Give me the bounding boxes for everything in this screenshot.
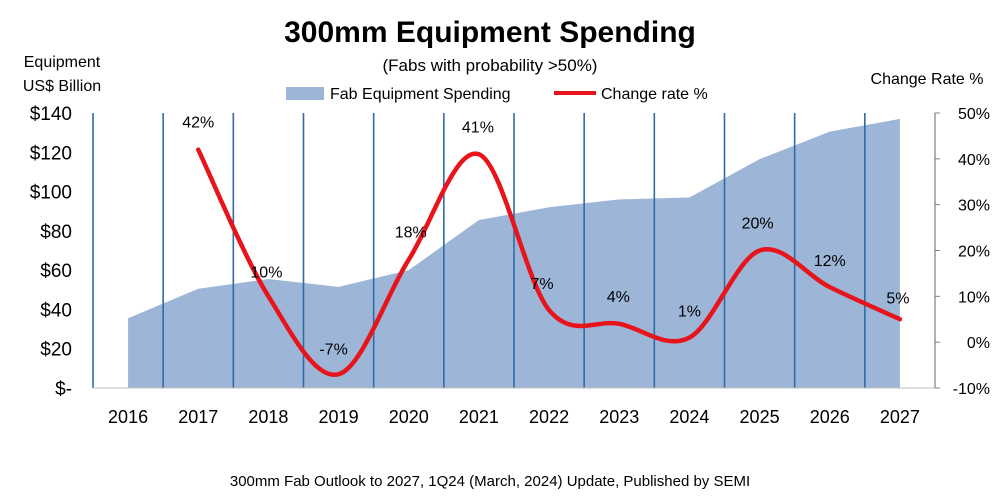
data-label-change-rate: 18% [395, 225, 427, 242]
chart-footer: 300mm Fab Outlook to 2027, 1Q24 (March, … [230, 473, 750, 490]
left-tick-label: $140 [30, 104, 72, 125]
left-tick-label: $40 [40, 300, 72, 321]
x-tick-label: 2016 [108, 407, 148, 427]
right-axis-title: Change Rate % [871, 71, 984, 88]
right-tick-label: 10% [958, 289, 990, 306]
line-change-rate [196, 147, 903, 377]
x-tick-label: 2020 [389, 407, 429, 427]
x-tick-label: 2024 [669, 407, 709, 427]
x-tick-label: 2017 [178, 407, 218, 427]
data-label-change-rate: 5% [886, 290, 909, 307]
right-tick-label: 40% [958, 152, 990, 169]
right-tick-label: 30% [958, 198, 990, 215]
x-tick-label: 2019 [319, 407, 359, 427]
legend-label-area: Fab Equipment Spending [330, 86, 511, 103]
left-tick-label: $80 [40, 222, 72, 243]
left-axis-title-line1: Equipment [24, 54, 101, 71]
right-tick-label: -10% [953, 381, 990, 398]
x-tick-label: 2026 [810, 407, 850, 427]
left-tick-label: $120 [30, 143, 72, 164]
left-tick-label: $- [55, 379, 72, 400]
data-label-change-rate: 7% [531, 276, 554, 293]
chart-subtitle: (Fabs with probability >50%) [383, 56, 598, 75]
data-label-change-rate: 20% [742, 216, 774, 233]
data-label-change-rate: 4% [607, 289, 630, 306]
right-tick-label: 50% [958, 106, 990, 123]
x-tick-label: 2025 [740, 407, 780, 427]
data-label-change-rate: 42% [182, 115, 214, 132]
data-label-change-rate: 10% [250, 264, 282, 281]
data-label-change-rate: 41% [462, 119, 494, 136]
legend-label-line: Change rate % [601, 86, 708, 103]
left-tick-label: $100 [30, 183, 72, 204]
data-label-change-rate: -7% [319, 341, 347, 358]
legend: Fab Equipment Spending Change rate % [286, 86, 708, 103]
left-tick-label: $20 [40, 340, 72, 361]
data-label-change-rate: 1% [678, 304, 701, 321]
left-tick-label: $60 [40, 261, 72, 282]
plot-area: $- $20 $40 $60 $80 $100 $120 $140 -10% 0% 10% 20% 30… [30, 104, 990, 427]
x-tick-label: 2022 [529, 407, 569, 427]
data-label-change-rate: 12% [814, 253, 846, 270]
x-tick-label: 2018 [248, 407, 288, 427]
right-tick-label: 20% [958, 244, 990, 261]
chart-title: 300mm Equipment Spending [284, 16, 696, 49]
right-tick-label: 0% [967, 335, 990, 352]
legend-swatch-area [286, 87, 324, 100]
x-tick-label: 2027 [880, 407, 920, 427]
x-tick-label: 2023 [599, 407, 639, 427]
left-axis-title-line2: US$ Billion [23, 78, 101, 95]
x-tick-label: 2021 [459, 407, 499, 427]
